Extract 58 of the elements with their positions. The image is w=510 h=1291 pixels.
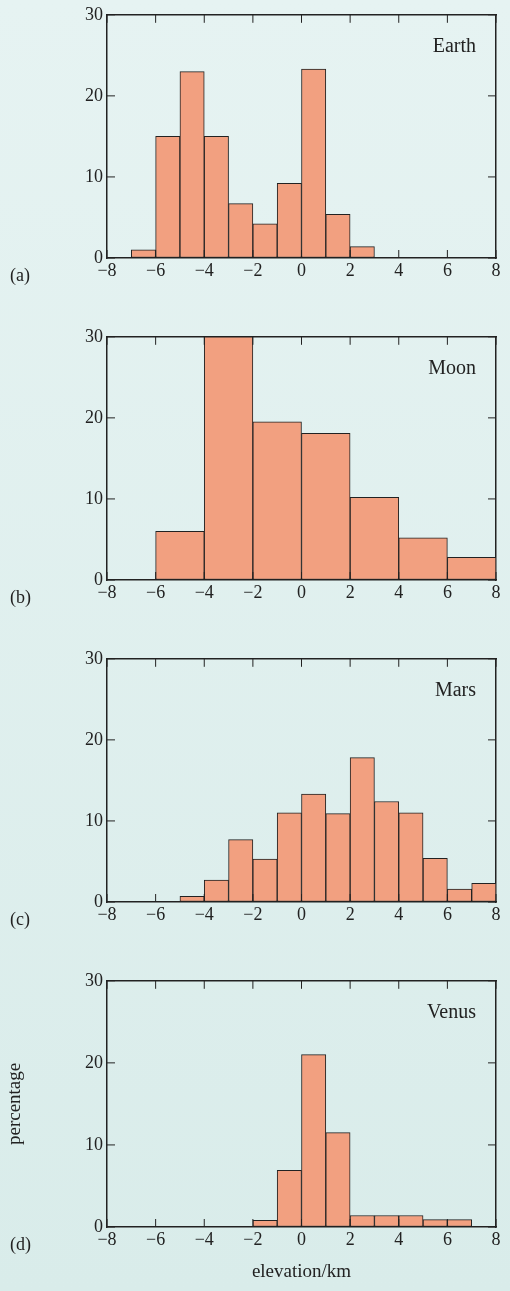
x-tick-label: −4 xyxy=(194,903,214,924)
x-tick-label: −6 xyxy=(146,259,166,280)
x-tick-label: −2 xyxy=(243,259,263,280)
text: (b) xyxy=(10,586,31,608)
text: (a) xyxy=(10,264,30,286)
x-tick-label: −2 xyxy=(243,903,263,924)
x-tick-label: 8 xyxy=(491,903,501,924)
y-axis-title: percentage xyxy=(3,1062,25,1146)
annotation: Venus xyxy=(427,1000,477,1023)
text: (d) xyxy=(10,1233,31,1255)
x-tick-label: −2 xyxy=(243,581,263,602)
x-tick-label: −4 xyxy=(194,581,214,602)
x-tick-label: 4 xyxy=(394,259,404,280)
x-tick-label: 2 xyxy=(345,903,355,924)
x-tick-label: 2 xyxy=(345,259,355,280)
x-tick-label: 8 xyxy=(491,1228,501,1249)
x-tick-label: −6 xyxy=(146,1228,166,1249)
y-tick-label: 20 xyxy=(85,84,103,105)
y-tick-label: 0 xyxy=(94,1215,103,1236)
x-tick-label: 2 xyxy=(345,1228,355,1249)
x-tick-label: 6 xyxy=(442,581,452,602)
y-tick-label: 20 xyxy=(85,1051,103,1072)
annotation: Moon xyxy=(428,356,476,379)
y-tick-label: 10 xyxy=(85,487,103,508)
x-tick-label: 4 xyxy=(394,1228,404,1249)
x-tick-label: 8 xyxy=(491,581,501,602)
y-tick-label: 30 xyxy=(85,3,103,24)
y-tick-label: 0 xyxy=(94,246,103,267)
y-tick-label: 30 xyxy=(85,325,103,346)
x-tick-label: 0 xyxy=(297,1228,306,1249)
y-tick-label: 10 xyxy=(85,165,103,186)
y-tick-label: 20 xyxy=(85,728,103,749)
text: (c) xyxy=(10,908,30,930)
x-tick-label: −2 xyxy=(243,1228,263,1249)
x-tick-label: −4 xyxy=(194,259,214,280)
x-tick-label: −4 xyxy=(194,1228,214,1249)
x-tick-label: −6 xyxy=(146,581,166,602)
y-tick-label: 30 xyxy=(85,969,103,990)
x-tick-label: 6 xyxy=(442,903,452,924)
annotation: Earth xyxy=(432,34,476,57)
y-tick-label: 10 xyxy=(85,809,103,830)
x-tick-label: 6 xyxy=(442,1228,452,1249)
y-tick-label: 30 xyxy=(85,647,103,668)
x-tick-label: 8 xyxy=(491,259,501,280)
y-tick-label: 20 xyxy=(85,406,103,427)
y-tick-label: 10 xyxy=(85,1133,103,1154)
x-tick-label: 0 xyxy=(297,259,306,280)
x-tick-label: 2 xyxy=(345,581,355,602)
x-tick-label: 4 xyxy=(394,581,404,602)
x-axis-title: elevation/km xyxy=(251,1259,352,1281)
annotation: Mars xyxy=(434,678,477,701)
y-tick-label: 0 xyxy=(94,568,103,589)
x-tick-label: 0 xyxy=(297,581,306,602)
x-tick-label: 6 xyxy=(442,259,452,280)
x-tick-label: 0 xyxy=(297,903,306,924)
x-tick-label: 4 xyxy=(394,903,404,924)
y-tick-label: 0 xyxy=(94,890,103,911)
x-tick-label: −6 xyxy=(146,903,166,924)
